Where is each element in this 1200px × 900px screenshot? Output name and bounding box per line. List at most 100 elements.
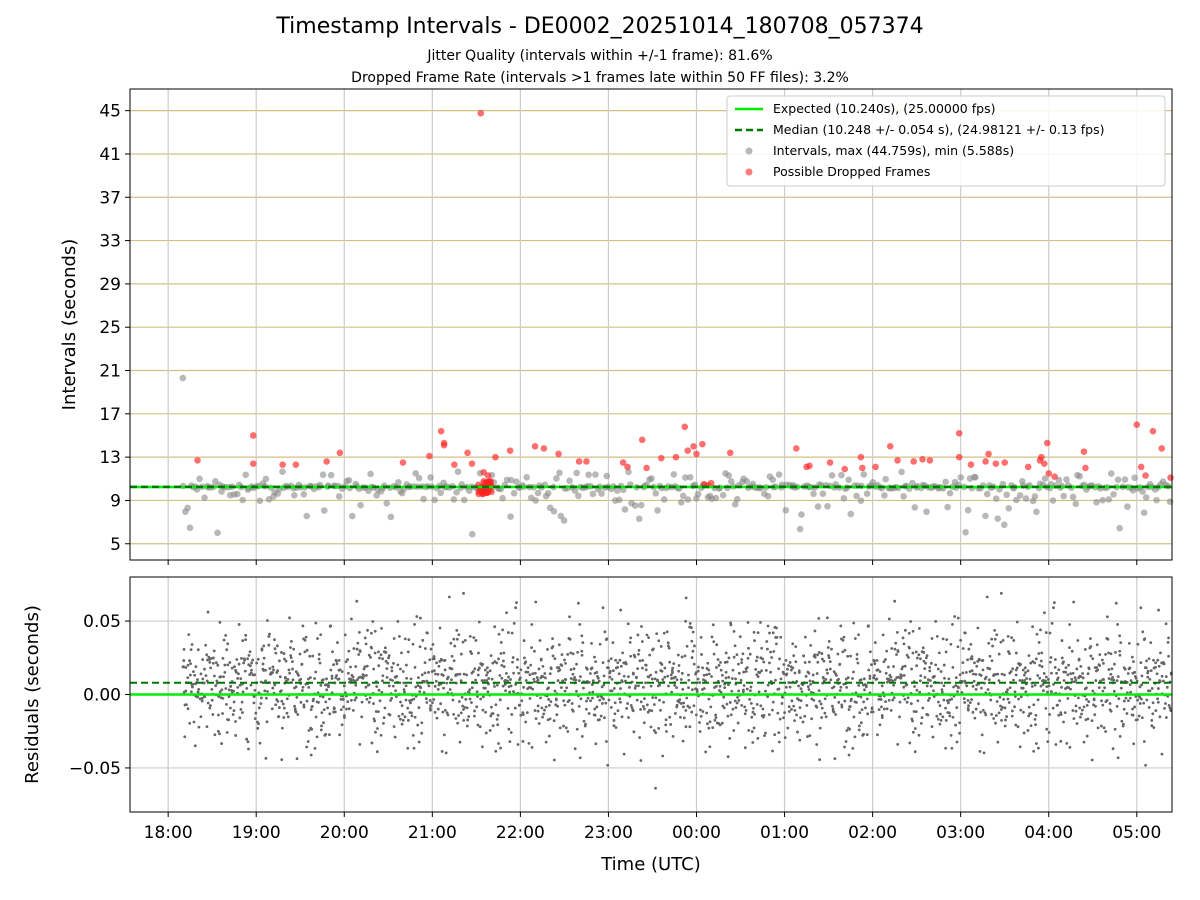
residual-point [975, 664, 979, 668]
residual-point [366, 628, 369, 632]
residual-point [1019, 662, 1022, 666]
residual-point [619, 687, 622, 690]
residual-point [748, 698, 751, 701]
residual-point [775, 636, 779, 639]
residual-point [552, 758, 556, 762]
residual-point [524, 679, 528, 682]
residual-point [187, 633, 191, 637]
residual-point [518, 703, 522, 707]
dropped-frame-point [699, 440, 706, 448]
dropped-frame-point [1043, 439, 1051, 447]
residual-point [504, 689, 507, 693]
residual-point [358, 742, 362, 746]
residual-point [940, 681, 943, 685]
residual-point [213, 733, 217, 737]
residual-point [1034, 657, 1038, 661]
residual-point [606, 666, 610, 670]
residual-point [694, 671, 698, 674]
residual-point [648, 708, 651, 712]
residual-point [792, 704, 796, 708]
residual-point [374, 730, 377, 734]
residual-point [1082, 705, 1086, 709]
residual-point [568, 637, 572, 641]
dropped-frame-point [1024, 463, 1032, 471]
residual-point [382, 722, 385, 725]
residual-point [1144, 763, 1147, 767]
residual-point [705, 711, 709, 715]
x-tick-label: 05:00 [1112, 823, 1161, 843]
residual-point [607, 698, 611, 702]
residual-point [1000, 719, 1003, 722]
residual-point [232, 709, 236, 713]
residual-point [508, 690, 512, 694]
residual-point [660, 669, 664, 673]
residual-point [271, 686, 275, 690]
residual-point [452, 659, 456, 663]
residual-point [539, 696, 542, 700]
residual-point [249, 683, 253, 687]
residual-point [668, 715, 672, 719]
residual-point [1105, 699, 1109, 702]
interval-point [637, 501, 645, 509]
residual-point [860, 708, 864, 712]
residual-point [196, 690, 200, 694]
residual-point [465, 673, 469, 677]
residual-point [650, 709, 654, 713]
residual-point [845, 729, 849, 732]
residual-point [735, 653, 739, 657]
residual-point [604, 701, 608, 705]
residual-point [862, 732, 865, 736]
residual-point [549, 700, 553, 704]
residual-point [915, 664, 919, 668]
residual-point [1162, 662, 1166, 666]
residual-point [728, 737, 732, 740]
residual-point [364, 685, 368, 689]
interval-point [1139, 488, 1146, 495]
residual-point [286, 678, 290, 681]
dropped-frame-point [672, 453, 680, 461]
residual-point [1117, 697, 1121, 701]
residual-point [564, 678, 568, 682]
residual-point [444, 751, 448, 755]
residual-point [385, 676, 389, 679]
residual-point [507, 675, 510, 679]
residual-point [793, 708, 797, 712]
residual-point [448, 688, 452, 691]
residual-point [363, 636, 367, 640]
residual-point [472, 714, 476, 718]
residual-point [711, 726, 715, 730]
residual-point [354, 683, 358, 687]
residual-point [732, 655, 736, 659]
residual-point [197, 688, 201, 691]
residual-point [370, 646, 373, 650]
residual-point [427, 671, 430, 674]
interval-point [1016, 492, 1024, 499]
residual-point [555, 713, 559, 717]
residual-point [591, 679, 595, 683]
residual-point [631, 709, 635, 713]
residual-point [533, 649, 536, 653]
residual-point [1068, 623, 1072, 626]
residual-point [887, 679, 891, 683]
residual-point [502, 659, 505, 663]
residual-point [275, 644, 279, 648]
residual-point [653, 677, 657, 681]
residual-point [749, 685, 753, 689]
residual-point [1038, 676, 1042, 680]
residual-point [416, 723, 420, 727]
residual-point [922, 659, 926, 663]
residual-point [196, 648, 200, 652]
interval-point [218, 488, 225, 495]
residual-point [669, 673, 673, 677]
residual-point [391, 684, 395, 688]
residual-point [274, 703, 278, 707]
residual-point [1139, 606, 1143, 610]
residual-point [314, 715, 318, 719]
residual-point [1044, 631, 1048, 634]
residual-point [253, 717, 257, 720]
residual-point [294, 710, 298, 714]
dropped-frame-point [1149, 427, 1157, 435]
residual-point [782, 716, 785, 720]
residual-point [517, 671, 521, 675]
residual-point [579, 675, 582, 678]
